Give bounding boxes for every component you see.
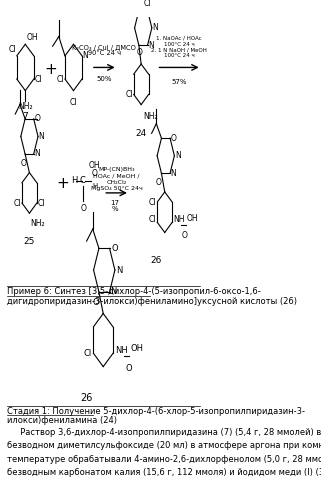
Text: температуре обрабатывали 4-амино-2,6-дихлорфенолом (5,0 г, 28 ммолей),: температуре обрабатывали 4-амино-2,6-дих… bbox=[7, 455, 321, 464]
Text: Cl: Cl bbox=[56, 74, 64, 84]
Text: O: O bbox=[156, 178, 162, 187]
Text: O: O bbox=[92, 169, 98, 178]
Text: 1. NaOAc / HOAc: 1. NaOAc / HOAc bbox=[156, 36, 202, 41]
Text: O: O bbox=[125, 364, 132, 373]
Text: O: O bbox=[171, 134, 177, 142]
Text: илокси)фениламина (24): илокси)фениламина (24) bbox=[7, 416, 117, 426]
Text: 7: 7 bbox=[22, 112, 28, 122]
Text: MgSO₄ 50°C 24ч: MgSO₄ 50°C 24ч bbox=[91, 186, 143, 191]
Text: OH: OH bbox=[130, 344, 143, 353]
Text: N: N bbox=[116, 266, 122, 274]
Text: N: N bbox=[171, 169, 177, 178]
Text: Cl: Cl bbox=[35, 74, 42, 84]
Text: H: H bbox=[71, 176, 77, 186]
Text: Cl: Cl bbox=[13, 198, 21, 207]
Text: N: N bbox=[39, 132, 44, 141]
Text: безводным карбонатом калия (15,6 г, 112 ммоля) и йодидом меди (I) (3,2 г, 16,8: безводным карбонатом калия (15,6 г, 112 … bbox=[7, 468, 321, 477]
Text: N: N bbox=[175, 151, 181, 160]
Text: Cl: Cl bbox=[70, 98, 77, 107]
Text: Стадия 1: Получение 5-дихлор-4-(6-хлор-5-изопропилпиридазин-3-: Стадия 1: Получение 5-дихлор-4-(6-хлор-5… bbox=[7, 406, 305, 416]
Text: 17: 17 bbox=[110, 200, 119, 206]
Text: NH₂: NH₂ bbox=[18, 102, 33, 111]
Text: N: N bbox=[152, 24, 158, 32]
Text: N: N bbox=[110, 288, 117, 296]
Text: 25: 25 bbox=[24, 238, 35, 246]
Text: безводном диметилсульфоксиде (20 мл) в атмосфере аргона при комнатной: безводном диметилсульфоксиде (20 мл) в а… bbox=[7, 442, 321, 450]
Text: %: % bbox=[111, 206, 118, 212]
Text: дигидропиридазин-3-илокси)фениламино]уксусной кислоты (26): дигидропиридазин-3-илокси)фениламино]укс… bbox=[7, 296, 297, 306]
Text: O: O bbox=[181, 231, 187, 240]
Text: H: H bbox=[92, 183, 97, 189]
Text: O: O bbox=[136, 48, 142, 57]
Text: C: C bbox=[80, 176, 86, 186]
Text: +: + bbox=[45, 62, 57, 78]
Text: 24: 24 bbox=[135, 128, 147, 138]
Text: NH: NH bbox=[173, 216, 185, 224]
Text: 100°C 24 ч: 100°C 24 ч bbox=[164, 42, 195, 46]
Text: N: N bbox=[34, 150, 40, 158]
Text: OH: OH bbox=[26, 33, 38, 42]
Text: Cl: Cl bbox=[38, 198, 45, 207]
Text: Cl: Cl bbox=[8, 45, 16, 54]
Text: 2. 1 N NaOH / MeOH: 2. 1 N NaOH / MeOH bbox=[151, 48, 207, 52]
Text: 57%: 57% bbox=[171, 80, 187, 86]
Text: Cl: Cl bbox=[144, 0, 151, 8]
Text: O: O bbox=[35, 114, 41, 124]
Text: 26: 26 bbox=[151, 256, 162, 264]
Text: NH₂: NH₂ bbox=[143, 112, 157, 121]
Text: +: + bbox=[57, 176, 70, 190]
Text: MP-(CN)BH₃: MP-(CN)BH₃ bbox=[98, 167, 135, 172]
Text: NH: NH bbox=[115, 346, 127, 356]
Text: 90°C 24 ч: 90°C 24 ч bbox=[88, 50, 121, 56]
Text: HOAc / MeOH /: HOAc / MeOH / bbox=[93, 174, 140, 178]
Text: Cl: Cl bbox=[149, 216, 156, 224]
Text: 26: 26 bbox=[81, 393, 93, 403]
Text: Cl: Cl bbox=[83, 349, 92, 358]
Text: Раствор 3,6-дихлор-4-изопропилпиридазина (7) (5,4 г, 28 ммолей) в: Раствор 3,6-дихлор-4-изопропилпиридазина… bbox=[7, 428, 321, 437]
Text: OH: OH bbox=[89, 161, 100, 170]
Text: O: O bbox=[80, 204, 86, 213]
Text: N: N bbox=[82, 52, 88, 60]
Text: OH: OH bbox=[186, 214, 198, 223]
Text: O: O bbox=[21, 159, 26, 168]
Text: NH₂: NH₂ bbox=[30, 219, 45, 228]
Text: 50%: 50% bbox=[97, 76, 112, 82]
Text: Пример 6: Синтез [3,5-дихлор-4-(5-изопропил-6-оксо-1,6-: Пример 6: Синтез [3,5-дихлор-4-(5-изопро… bbox=[7, 287, 261, 296]
Text: O: O bbox=[92, 298, 99, 307]
Text: O: O bbox=[111, 244, 118, 253]
Text: K₂CO₃ / CuI / ДМСО: K₂CO₃ / CuI / ДМСО bbox=[72, 44, 136, 51]
Text: N: N bbox=[148, 41, 154, 50]
Text: CH₂Cl₂: CH₂Cl₂ bbox=[107, 180, 127, 184]
Text: Cl: Cl bbox=[125, 90, 133, 99]
Text: 100°C 24 ч: 100°C 24 ч bbox=[164, 54, 195, 59]
Text: Cl: Cl bbox=[149, 198, 156, 206]
